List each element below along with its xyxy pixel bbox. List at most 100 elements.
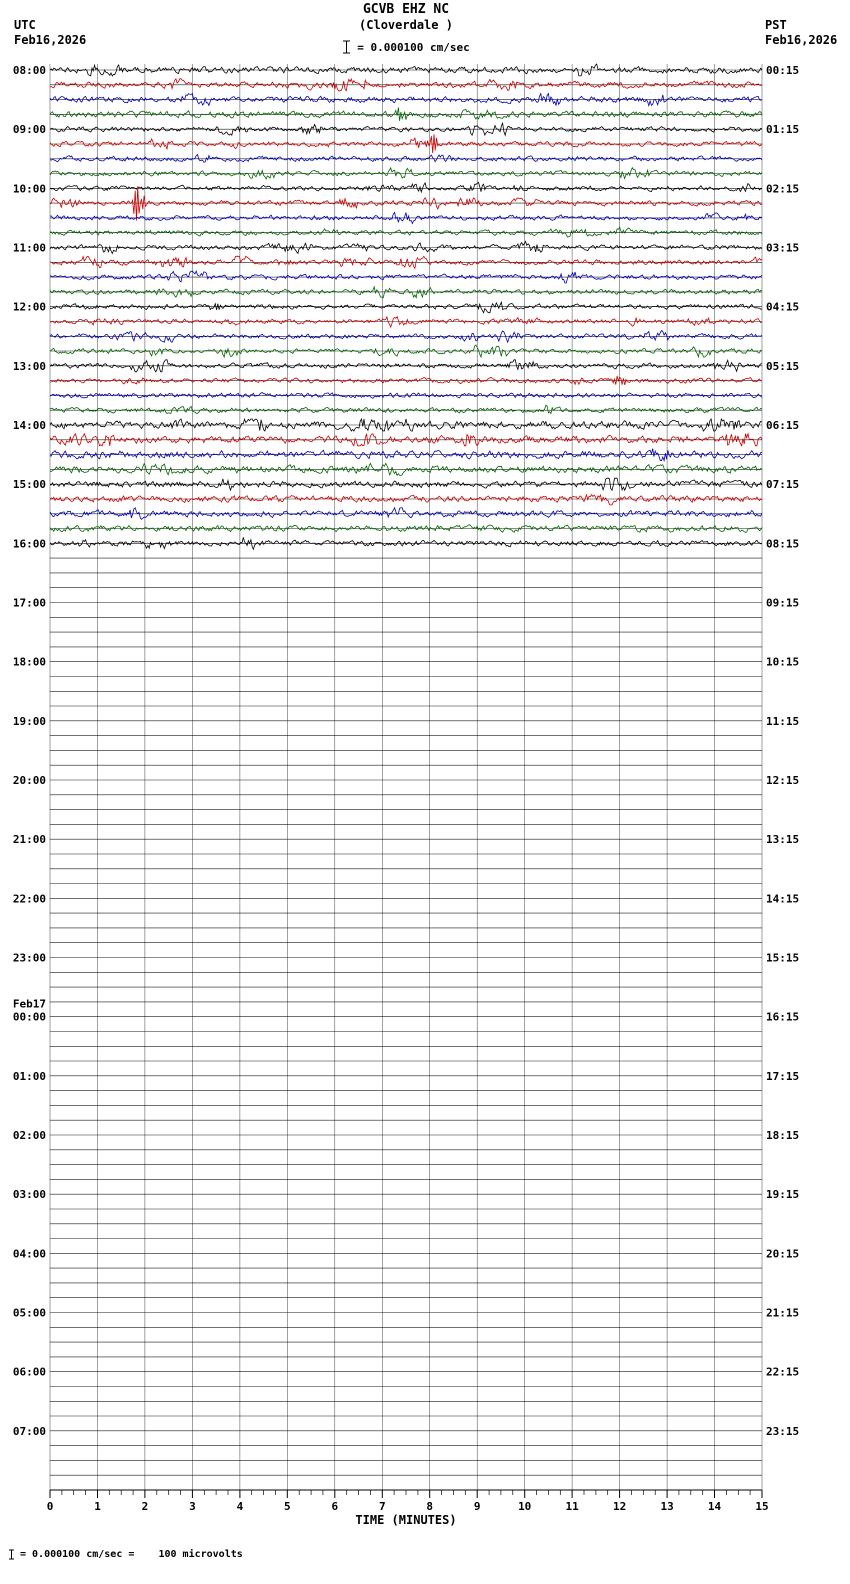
x-tick-label: 9 (474, 1500, 481, 1513)
seismic-trace (49, 524, 763, 533)
x-tick-label: 12 (613, 1500, 626, 1513)
x-tick-label: 11 (565, 1500, 579, 1513)
row-label-utc: 22:00 (13, 892, 46, 905)
row-label-pst: 09:15 (766, 597, 799, 610)
row-label-utc: 23:00 (13, 952, 46, 965)
row-label-utc: 11:00 (13, 242, 46, 255)
seismic-trace (49, 186, 763, 221)
row-label-pst: 16:15 (766, 1011, 799, 1024)
row-label-pst: 14:15 (766, 892, 799, 905)
row-label-utc: 00:00 (13, 1011, 46, 1024)
row-label-pst: 12:15 (766, 774, 799, 787)
x-tick-label: 4 (237, 1500, 244, 1513)
footer-text: = 0.000100 cm/sec = 100 microvolts (20, 1549, 243, 1560)
seismic-trace (49, 417, 763, 432)
row-label-pst: 01:15 (766, 123, 799, 136)
row-label-pst: 19:15 (766, 1188, 799, 1201)
seismic-trace (49, 462, 763, 477)
row-label-pst: 21:15 (766, 1307, 799, 1320)
row-label-utc: 04:00 (13, 1247, 46, 1260)
seismic-trace (49, 166, 763, 180)
row-label-pst: 05:15 (766, 360, 799, 373)
row-label-pst: 07:15 (766, 478, 799, 491)
station-location: (Cloverdale ) (359, 18, 453, 32)
pst-label: PST (765, 18, 787, 32)
row-label-utc: 10:00 (13, 182, 46, 195)
seismic-trace (50, 226, 763, 238)
x-tick-label: 2 (142, 1500, 149, 1513)
row-label-utc: 18:00 (13, 656, 46, 669)
row-label-utc: 21:00 (13, 833, 46, 846)
seismic-trace (49, 330, 763, 344)
seismic-trace (49, 92, 763, 108)
seismic-trace (49, 285, 763, 300)
row-label-utc: 07:00 (13, 1425, 46, 1438)
seismic-trace (50, 255, 763, 270)
row-label-pst: 13:15 (766, 833, 799, 846)
row-label-pst: 08:15 (766, 537, 799, 550)
seismic-trace (49, 240, 763, 255)
x-tick-label: 15 (755, 1500, 768, 1513)
row-label-pst: 04:15 (766, 301, 799, 314)
seismic-trace (50, 477, 763, 492)
x-axis-title: TIME (MINUTES) (355, 1513, 456, 1527)
row-label-pst: 06:15 (766, 419, 799, 432)
utc-label: UTC (14, 18, 36, 32)
row-label-pst: 23:15 (766, 1425, 799, 1438)
x-tick-label: 6 (331, 1500, 338, 1513)
row-label-utc: 19:00 (13, 715, 46, 728)
row-label-utc: 03:00 (13, 1188, 46, 1201)
station-title: GCVB EHZ NC (362, 2, 450, 17)
x-tick-label: 14 (708, 1500, 722, 1513)
seismic-trace (49, 300, 763, 314)
seismic-trace (49, 344, 763, 359)
row-label-utc: 12:00 (13, 301, 46, 314)
utc-date: Feb16,2026 (14, 33, 87, 47)
seismic-trace (49, 315, 763, 329)
utc-header: UTC Feb16,2026 (14, 18, 86, 48)
footer-scale-icon (9, 1549, 14, 1560)
row-label-pst: 20:15 (766, 1247, 799, 1260)
row-label-utc: 20:00 (13, 774, 46, 787)
seismic-trace (49, 63, 763, 77)
row-label-pst: 15:15 (766, 952, 799, 965)
seismic-trace (49, 134, 763, 154)
x-tick-label: 10 (518, 1500, 531, 1513)
pst-date: Feb16,2026 (765, 33, 838, 47)
seismic-trace (49, 270, 763, 284)
row-label-pst: 18:15 (766, 1129, 799, 1142)
seismic-trace (49, 448, 763, 463)
seismic-trace (49, 375, 763, 386)
scale-indicator: = 0.000100 cm/sec (50, 40, 762, 54)
row-label-pst: 10:15 (766, 656, 799, 669)
seismic-trace (49, 153, 763, 163)
seismic-trace (49, 107, 763, 121)
row-label-pst: 03:15 (766, 242, 799, 255)
seismic-trace (49, 77, 762, 92)
row-label-utc: 02:00 (13, 1129, 46, 1142)
row-label-utc: 09:00 (13, 123, 46, 136)
row-label-utc: 05:00 (13, 1307, 46, 1320)
x-tick-label: 3 (189, 1500, 196, 1513)
station-header: GCVB EHZ NC (Cloverdale ) = 0.000100 cm/… (50, 2, 762, 54)
row-label-pst: 17:15 (766, 1070, 799, 1083)
pst-header: PST Feb16,2026 (765, 18, 837, 48)
footer-note: = 0.000100 cm/sec = 100 microvolts (8, 1549, 243, 1560)
row-label-utc: 16:00 (13, 537, 46, 550)
x-tick-label: 5 (284, 1500, 291, 1513)
seismic-trace (49, 211, 762, 225)
row-label-pst: 00:15 (766, 64, 799, 77)
row-label-utc: 08:00 (13, 64, 46, 77)
row-label-pst: 22:15 (766, 1366, 799, 1379)
seismic-trace (49, 506, 763, 520)
seismic-trace (50, 404, 763, 415)
row-date-label: Feb17 (13, 998, 46, 1011)
row-label-utc: 14:00 (13, 419, 46, 432)
row-label-utc: 15:00 (13, 478, 46, 491)
row-label-pst: 02:15 (766, 182, 799, 195)
seismic-trace (49, 432, 763, 447)
row-label-utc: 13:00 (13, 360, 46, 373)
seismic-trace (49, 392, 763, 399)
scale-text: = 0.000100 cm/sec (357, 40, 470, 54)
